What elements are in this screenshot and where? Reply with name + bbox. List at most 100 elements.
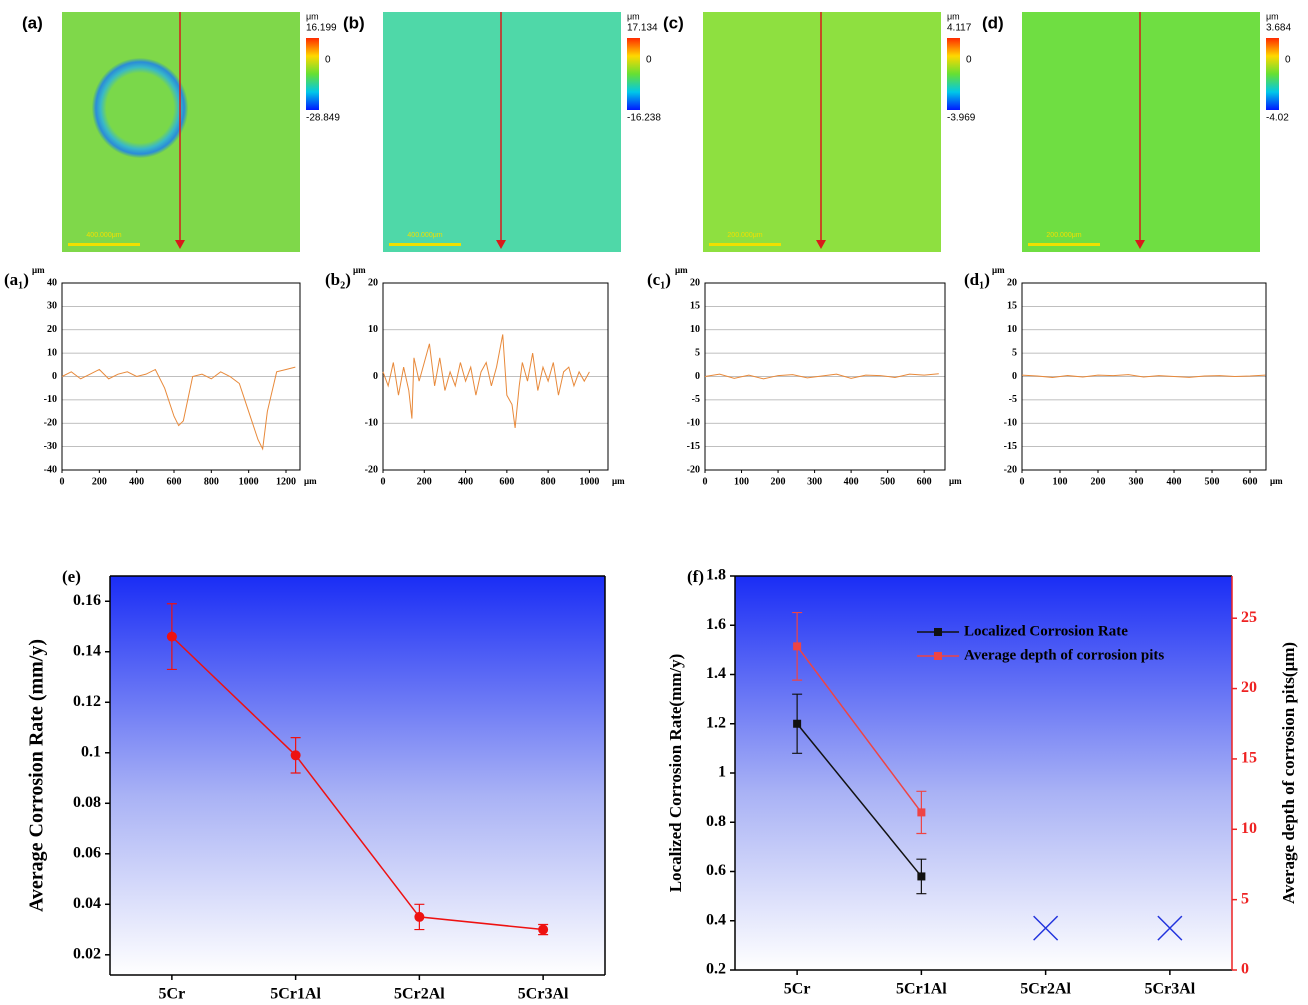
y-axis-unit: μm: [32, 265, 45, 275]
y-tick-label: 0.6: [706, 862, 726, 879]
y-tick-label: 1.6: [706, 616, 726, 633]
x-tick-label: 800: [541, 476, 556, 487]
data-point: [166, 631, 177, 642]
y-tick-label: -10: [1004, 418, 1017, 429]
y2-tick-label: 20: [1241, 679, 1257, 696]
x-tick-label: 0: [60, 476, 65, 487]
panel-label: (a): [22, 13, 43, 32]
x-axis-unit: μm: [304, 476, 317, 486]
legend-marker: [934, 628, 942, 636]
x-tick-label: 100: [1053, 476, 1068, 487]
profile-line: [382, 334, 590, 428]
x-tick-label: 300: [1129, 476, 1144, 487]
panel-label: (f): [687, 567, 704, 586]
arrow-head: [816, 240, 826, 249]
x-tick-label: 600: [167, 476, 182, 487]
colorbar-min: -16.238: [627, 113, 661, 124]
x-tick-label: 600: [1243, 476, 1258, 487]
data-point: [538, 924, 549, 935]
colorbar: [306, 38, 319, 110]
y-tick-label: 0.16: [73, 592, 101, 609]
y-tick-label: 5: [695, 347, 700, 358]
scale-bar-label: 200.000μm: [727, 232, 762, 239]
y-tick-label: 0.02: [73, 945, 101, 962]
panel-label: (c₁): [647, 270, 671, 289]
x-tick-label: 600: [917, 476, 932, 487]
colorbar-zero: 0: [646, 55, 652, 66]
colorbar: [1266, 38, 1279, 110]
y-tick-label: 0.1: [81, 743, 101, 760]
y-tick-label: -20: [687, 464, 700, 475]
colorbar-unit: μm: [947, 11, 960, 21]
topography-map: 200.000μm (c) μm 4.117 0 -3.969: [663, 11, 976, 252]
y-tick-label: -20: [44, 418, 57, 429]
y-tick-label: 0.2: [706, 961, 726, 978]
y-axis-label: Average Corrosion Rate (mm/y): [26, 639, 48, 912]
series-line: [796, 723, 922, 877]
map-image: [703, 12, 941, 252]
colorbar-max: 17.134: [627, 23, 658, 34]
y-tick-label: 20: [1007, 277, 1017, 288]
map-image: [1022, 12, 1260, 252]
y-tick-label: 0.12: [73, 693, 101, 710]
scale-bar: [709, 243, 781, 246]
x-tick-label: 400: [458, 476, 473, 487]
x-tick-label: 0: [381, 476, 386, 487]
x-tick-label: 1000: [579, 476, 599, 487]
panel-label: (b): [343, 13, 365, 32]
y-tick-label: 5: [1012, 347, 1017, 358]
x-tick-label: 400: [1167, 476, 1182, 487]
plot-frame: [1021, 282, 1267, 471]
y-tick-label: -10: [44, 394, 57, 405]
y2-tick-label: 0: [1241, 961, 1249, 978]
colorbar: [947, 38, 960, 110]
y-tick-label: 0: [1012, 371, 1017, 382]
x-tick-label: 500: [880, 476, 895, 487]
y-tick-label: 0: [52, 371, 57, 382]
x-tick-label: 400: [844, 476, 859, 487]
series-line: [171, 636, 544, 931]
colorbar-zero: 0: [325, 55, 331, 66]
y-axis-unit: μm: [675, 265, 688, 275]
legend-label: Average depth of corrosion pits: [964, 647, 1164, 663]
series-line: [796, 645, 922, 813]
panel-label: (c): [663, 13, 684, 32]
y-tick-label: 0.8: [706, 813, 726, 830]
arrow-head: [496, 240, 506, 249]
profile-line: [61, 366, 296, 451]
x-marker: [1033, 915, 1059, 941]
x-tick-label: 5Cr2Al: [1020, 981, 1071, 998]
x-axis-unit: μm: [1270, 476, 1283, 486]
colorbar-unit: μm: [627, 11, 640, 21]
panel-label: (d₁): [964, 270, 990, 289]
colorbar-zero: 0: [1285, 55, 1291, 66]
x-tick-label: 200: [417, 476, 432, 487]
x-tick-label: 600: [499, 476, 514, 487]
arrow-head: [175, 240, 185, 249]
y-tick-label: 30: [47, 301, 57, 312]
y-tick-label: 1.2: [706, 714, 726, 731]
y2-tick-label: 10: [1241, 820, 1257, 837]
y-tick-label: -30: [44, 441, 57, 452]
x-tick-label: 5Cr: [784, 981, 811, 998]
colorbar-min: -3.969: [947, 113, 976, 124]
data-point: [793, 719, 802, 728]
x-tick-label: 0: [703, 476, 708, 487]
y-axis-unit: μm: [353, 265, 366, 275]
x-tick-label: 200: [1091, 476, 1106, 487]
x-tick-label: 300: [807, 476, 822, 487]
y-tick-label: 40: [47, 277, 57, 288]
data-point: [917, 872, 926, 881]
x-tick-label: 400: [129, 476, 144, 487]
y-tick-label: 1.4: [706, 665, 726, 682]
colorbar-unit: μm: [1266, 11, 1279, 21]
y-tick-label: -15: [1004, 441, 1017, 452]
panel-label: (e): [62, 567, 81, 586]
data-point: [793, 642, 802, 651]
x-tick-label: 200: [771, 476, 786, 487]
x-tick-label: 500: [1205, 476, 1220, 487]
y-tick-label: 0.04: [73, 895, 101, 912]
colorbar-min: -28.849: [306, 113, 340, 124]
y-tick-label: -10: [365, 418, 378, 429]
scale-bar: [1028, 243, 1100, 246]
